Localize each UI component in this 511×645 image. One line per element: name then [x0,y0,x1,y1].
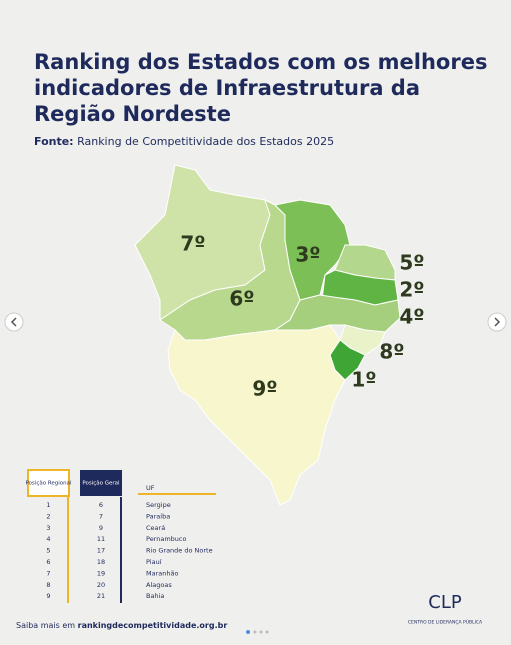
overall-position: 20 [97,581,105,589]
page-dot[interactable] [246,630,250,634]
logo-name: CLP [428,592,462,613]
state-name: Maranhão [146,569,178,577]
page-dot[interactable] [259,630,263,634]
column-header: UF [146,484,155,492]
overall-position: 11 [97,535,105,543]
regional-position: 8 [46,581,50,589]
state-name: Bahia [146,592,164,600]
title-line: Região Nordeste [34,102,231,126]
map-label: 5º [399,251,424,275]
state-name: Paraíba [146,512,170,520]
page-dot[interactable] [253,630,257,634]
map-label: 6º [229,287,254,311]
source-text: Ranking de Competitividade dos Estados 2… [77,135,334,148]
regional-position: 6 [46,558,50,566]
state-name: Sergipe [146,501,171,509]
prev-button[interactable] [4,312,24,332]
logo-subtitle: CENTRO DE LIDERANÇA PÚBLICA [408,619,483,626]
prev-icon [10,317,17,327]
source-label: Fonte: [34,135,74,148]
source: Fonte: Ranking de Competitividade dos Es… [34,135,334,148]
regional-position: 1 [46,501,50,509]
column-header: Posição Geral [82,481,120,487]
map [134,164,401,506]
overall-position: 17 [97,547,105,555]
next-icon [494,317,501,327]
map-label: 8º [379,340,404,364]
footer: Saiba mais em rankingdecompetitividade.o… [16,621,227,630]
map-label: 1º [351,368,376,392]
overall-position: 21 [97,592,105,600]
overall-position: 19 [97,569,105,577]
regional-position: 4 [46,535,50,543]
regional-position: 7 [46,569,50,577]
regional-position: 2 [46,512,50,520]
overall-position: 7 [99,512,103,520]
overall-position: 18 [97,558,105,566]
regional-position: 3 [46,524,50,532]
state-name: Rio Grande do Norte [146,547,213,555]
title-line: Ranking dos Estados com os melhores [34,50,487,74]
header-box [27,469,70,497]
overall-position: 6 [99,501,103,509]
state [167,324,346,506]
header-box [80,470,122,496]
state-name: Alagoas [146,581,172,589]
column-header: Posição Regional [25,481,72,487]
state-name: Pernambuco [146,535,186,543]
regional-position: 5 [46,547,50,555]
footer-prefix: Saiba mais em [16,621,75,630]
title-line: indicadores de Infraestrutura da [34,76,420,100]
map-label: 2º [399,278,424,302]
map-label: 9º [252,377,277,401]
regional-position: 9 [46,592,50,600]
map-label: 4º [399,305,424,329]
map-label: 3º [295,243,320,267]
state-name: Ceará [146,524,165,532]
state-name: Piauí [146,558,162,566]
footer-link[interactable]: rankingdecompetitividade.org.br [78,621,228,630]
map-label: 7º [180,232,205,256]
page-dot[interactable] [265,630,269,634]
next-button[interactable] [487,312,507,332]
overall-position: 9 [99,524,103,532]
